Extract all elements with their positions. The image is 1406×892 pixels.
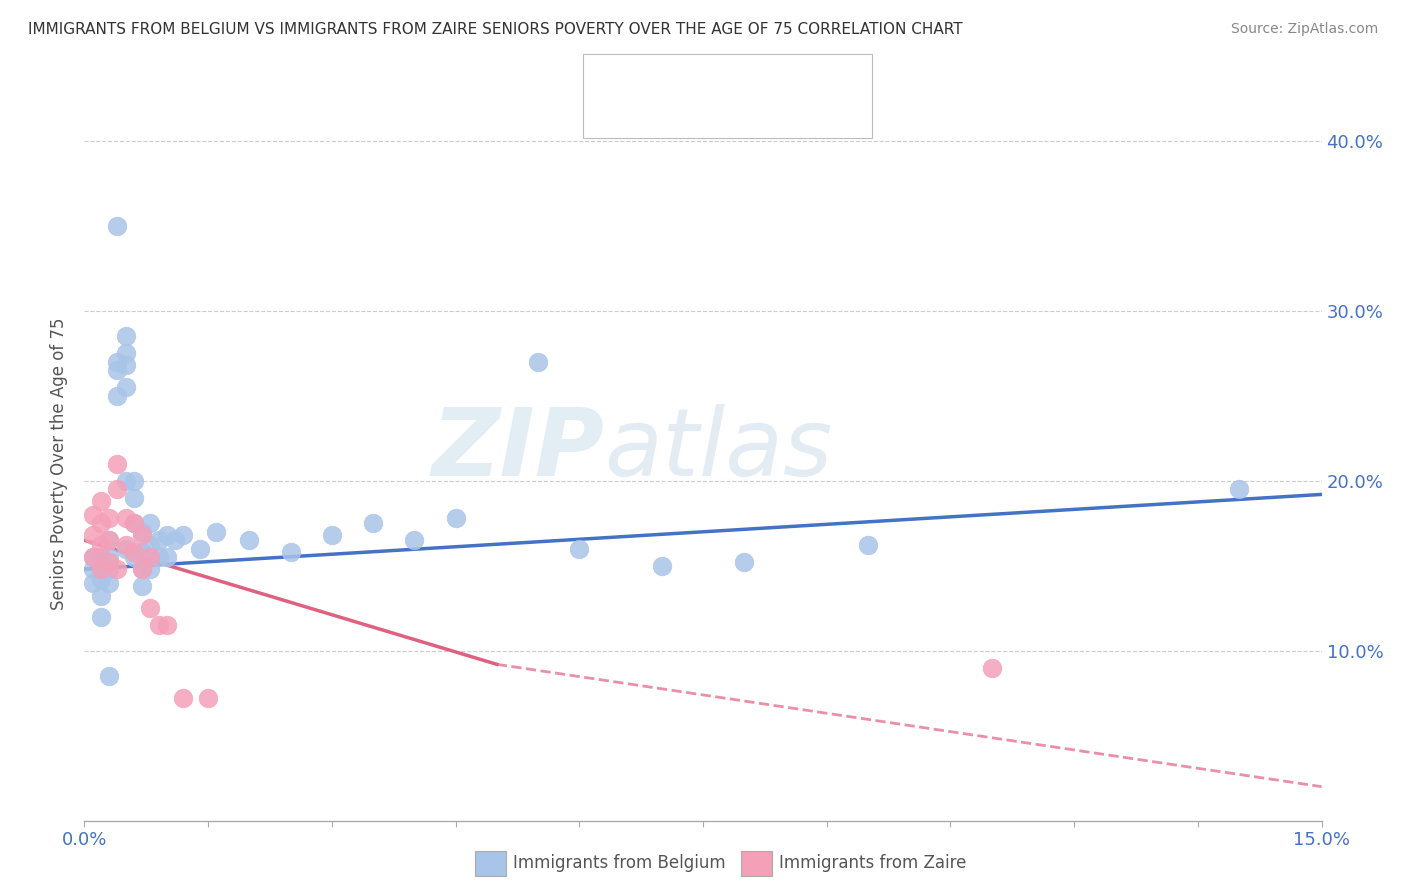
Point — [651, 558, 673, 573]
Point — [98, 550, 121, 565]
Point — [139, 538, 162, 552]
Point — [148, 550, 170, 565]
Point — [90, 573, 112, 587]
Point — [105, 483, 128, 497]
Point — [114, 474, 136, 488]
Point — [82, 508, 104, 522]
Point — [105, 389, 128, 403]
Point — [105, 363, 128, 377]
Point — [165, 533, 187, 548]
Point — [139, 601, 162, 615]
Point — [172, 528, 194, 542]
Point — [321, 528, 343, 542]
Text: N =: N = — [749, 69, 783, 87]
Point — [98, 533, 121, 548]
Text: Immigrants from Belgium: Immigrants from Belgium — [513, 855, 725, 872]
Bar — [593, 99, 626, 128]
Point — [980, 661, 1002, 675]
Point — [361, 516, 384, 531]
Point — [105, 355, 128, 369]
Point — [105, 562, 128, 576]
Point — [148, 533, 170, 548]
Point — [82, 562, 104, 576]
Text: Source: ZipAtlas.com: Source: ZipAtlas.com — [1230, 22, 1378, 37]
Point — [90, 516, 112, 531]
Point — [82, 575, 104, 590]
Point — [856, 538, 879, 552]
Point — [139, 562, 162, 576]
Point — [90, 494, 112, 508]
Point — [98, 669, 121, 683]
Point — [205, 524, 228, 539]
Text: R =: R = — [633, 69, 666, 87]
Point — [733, 555, 755, 569]
Point — [131, 528, 153, 542]
Text: 26: 26 — [790, 104, 815, 122]
Point — [156, 528, 179, 542]
Point — [131, 562, 153, 576]
Point — [148, 618, 170, 632]
Text: Immigrants from Zaire: Immigrants from Zaire — [779, 855, 966, 872]
Point — [98, 511, 121, 525]
Text: 54: 54 — [790, 69, 815, 87]
Point — [238, 533, 260, 548]
Text: N =: N = — [749, 104, 783, 122]
Point — [105, 457, 128, 471]
Point — [1227, 483, 1250, 497]
Point — [131, 545, 153, 559]
Point — [197, 691, 219, 706]
Point — [568, 541, 591, 556]
Point — [527, 355, 550, 369]
Point — [444, 511, 467, 525]
Y-axis label: Seniors Poverty Over the Age of 75: Seniors Poverty Over the Age of 75 — [51, 318, 69, 610]
Point — [131, 524, 153, 539]
Point — [90, 609, 112, 624]
Point — [122, 545, 145, 559]
Point — [122, 516, 145, 531]
Point — [280, 545, 302, 559]
Point — [114, 329, 136, 343]
Point — [114, 359, 136, 373]
Text: IMMIGRANTS FROM BELGIUM VS IMMIGRANTS FROM ZAIRE SENIORS POVERTY OVER THE AGE OF: IMMIGRANTS FROM BELGIUM VS IMMIGRANTS FR… — [28, 22, 963, 37]
Point — [114, 511, 136, 525]
Bar — [593, 63, 626, 92]
Point — [98, 533, 121, 548]
Text: R =: R = — [633, 104, 666, 122]
Point — [82, 528, 104, 542]
Point — [188, 541, 211, 556]
Point — [172, 691, 194, 706]
Point — [90, 550, 112, 565]
Text: atlas: atlas — [605, 404, 832, 495]
Point — [82, 550, 104, 565]
Point — [139, 550, 162, 565]
Point — [90, 590, 112, 604]
Point — [90, 562, 112, 576]
Point — [114, 541, 136, 556]
Point — [122, 474, 145, 488]
Point — [131, 579, 153, 593]
Point — [156, 618, 179, 632]
Point — [122, 516, 145, 531]
Text: ZIP: ZIP — [432, 403, 605, 496]
Point — [105, 219, 128, 233]
Point — [122, 550, 145, 565]
Point — [90, 562, 112, 576]
Point — [139, 516, 162, 531]
Point — [98, 575, 121, 590]
Text: 0.123: 0.123 — [678, 69, 735, 87]
Point — [122, 491, 145, 505]
Text: -0.294: -0.294 — [678, 104, 742, 122]
Point — [90, 538, 112, 552]
Point — [114, 346, 136, 360]
Point — [404, 533, 426, 548]
Point — [114, 538, 136, 552]
Point — [131, 562, 153, 576]
Point — [82, 550, 104, 565]
Point — [156, 550, 179, 565]
Point — [114, 380, 136, 394]
Point — [98, 555, 121, 569]
Point — [98, 562, 121, 576]
